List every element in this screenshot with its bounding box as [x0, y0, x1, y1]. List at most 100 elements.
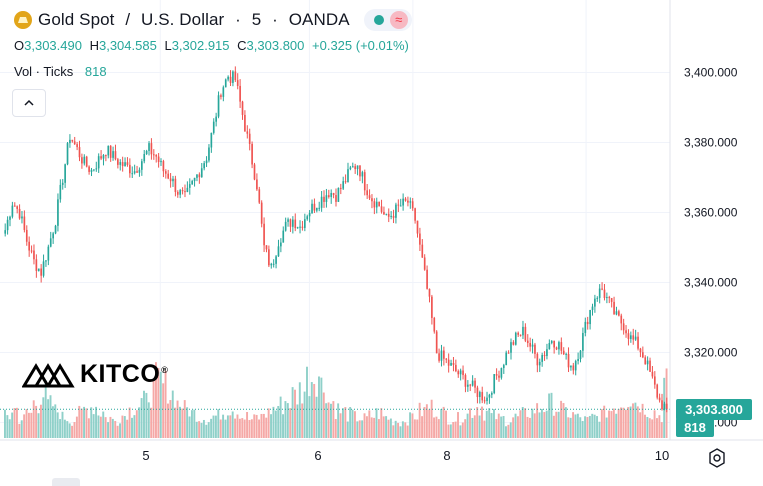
candle-body — [510, 342, 512, 353]
volume-bar — [466, 413, 469, 438]
volume-bar — [202, 419, 205, 438]
volume-bar — [30, 412, 33, 438]
time-scroll-handle[interactable] — [52, 478, 80, 486]
candle-body — [184, 191, 186, 193]
volume-bar — [504, 426, 507, 438]
volume-bar — [576, 413, 579, 438]
candle-body — [88, 166, 90, 172]
volume-bar — [337, 403, 340, 438]
volume-bar — [51, 406, 54, 438]
candle-body — [526, 340, 529, 344]
volume-bar — [123, 416, 126, 438]
candle-body — [476, 387, 479, 398]
candle-body — [570, 365, 572, 368]
candle-body — [490, 393, 493, 395]
volume-bar — [15, 407, 18, 438]
volume-bar — [507, 424, 510, 438]
candle-body — [596, 297, 599, 299]
time-axis: 5 6 8 10 — [142, 448, 669, 463]
volume-bar — [267, 408, 270, 438]
volume-bar — [258, 419, 261, 438]
candle-body — [385, 213, 388, 215]
volume-bar — [126, 419, 129, 438]
volume-bar — [521, 406, 524, 438]
candle-body — [610, 298, 613, 302]
candle-body — [155, 155, 158, 157]
candle-body — [93, 169, 95, 171]
volume-bar — [190, 410, 193, 438]
volume-bar — [612, 408, 615, 438]
candle-body — [445, 358, 448, 360]
candle-body — [294, 219, 297, 229]
candle-body — [4, 230, 7, 234]
volume-bar — [459, 425, 462, 438]
volume-bar — [538, 412, 541, 438]
volume-bar — [500, 416, 503, 438]
candle-body — [395, 204, 397, 218]
volume-bar — [574, 414, 577, 438]
volume-bar — [397, 422, 400, 438]
volume-bar — [433, 417, 436, 438]
candle-body — [323, 196, 325, 202]
candle-body — [486, 397, 488, 402]
candle-body — [246, 131, 249, 134]
volume-bar — [648, 418, 651, 438]
volume-bar — [620, 407, 622, 438]
candle-body — [402, 198, 404, 206]
candle-body — [543, 355, 546, 357]
collapse-legend-button[interactable] — [12, 89, 46, 117]
volume-bar — [600, 409, 603, 438]
candle-body — [112, 151, 114, 158]
candle-body — [606, 297, 608, 299]
volume-bar — [413, 419, 416, 438]
volume-bar — [27, 412, 30, 438]
volume-bar — [150, 407, 153, 438]
candle-body — [126, 162, 129, 165]
volume-bar — [512, 417, 515, 438]
candle-body — [59, 184, 62, 200]
volume-bar — [212, 415, 215, 438]
candle-body — [560, 342, 563, 351]
candle-body — [428, 288, 431, 297]
candle-body — [64, 164, 66, 183]
candle-body — [582, 332, 584, 351]
volume-bar — [469, 408, 471, 438]
volume-bar — [644, 414, 646, 438]
candle-body — [351, 166, 354, 168]
candle-body — [663, 403, 666, 410]
candle-body — [21, 216, 23, 219]
volume-bar — [454, 421, 457, 438]
volume-bar — [6, 415, 9, 438]
volume-bar — [11, 412, 14, 438]
volume-bar — [509, 422, 512, 438]
candle-body — [577, 359, 579, 362]
candle-body — [37, 268, 40, 271]
candle-body — [562, 350, 565, 355]
gear-icon[interactable] — [706, 447, 728, 469]
candle-body — [30, 250, 33, 252]
candle-body — [275, 256, 277, 264]
candle-body — [131, 173, 134, 175]
candle-body — [447, 359, 450, 366]
candle-body — [11, 205, 14, 217]
candle-body — [618, 311, 620, 316]
candle-body — [455, 364, 457, 372]
volume-bar — [85, 408, 88, 438]
candle-body — [210, 132, 213, 148]
volume-bar — [282, 414, 284, 438]
volume-bar — [253, 414, 256, 438]
candle-body — [517, 332, 520, 335]
candle-body — [164, 171, 167, 174]
candle-body — [603, 289, 606, 298]
volume-bar — [608, 410, 610, 438]
candle-body — [40, 268, 42, 276]
market-status-pills[interactable]: ≈ — [363, 9, 412, 31]
symbol-title[interactable]: Gold Spot / U.S. Dollar · 5 · OANDA — [38, 10, 350, 29]
volume-bar — [224, 419, 227, 438]
volume-bar — [234, 418, 237, 438]
candle-body — [474, 380, 476, 388]
candle-body — [138, 169, 141, 173]
candle-body — [121, 162, 124, 167]
price-tick-label: 3,320.000 — [684, 346, 738, 360]
candle-body — [176, 191, 179, 195]
